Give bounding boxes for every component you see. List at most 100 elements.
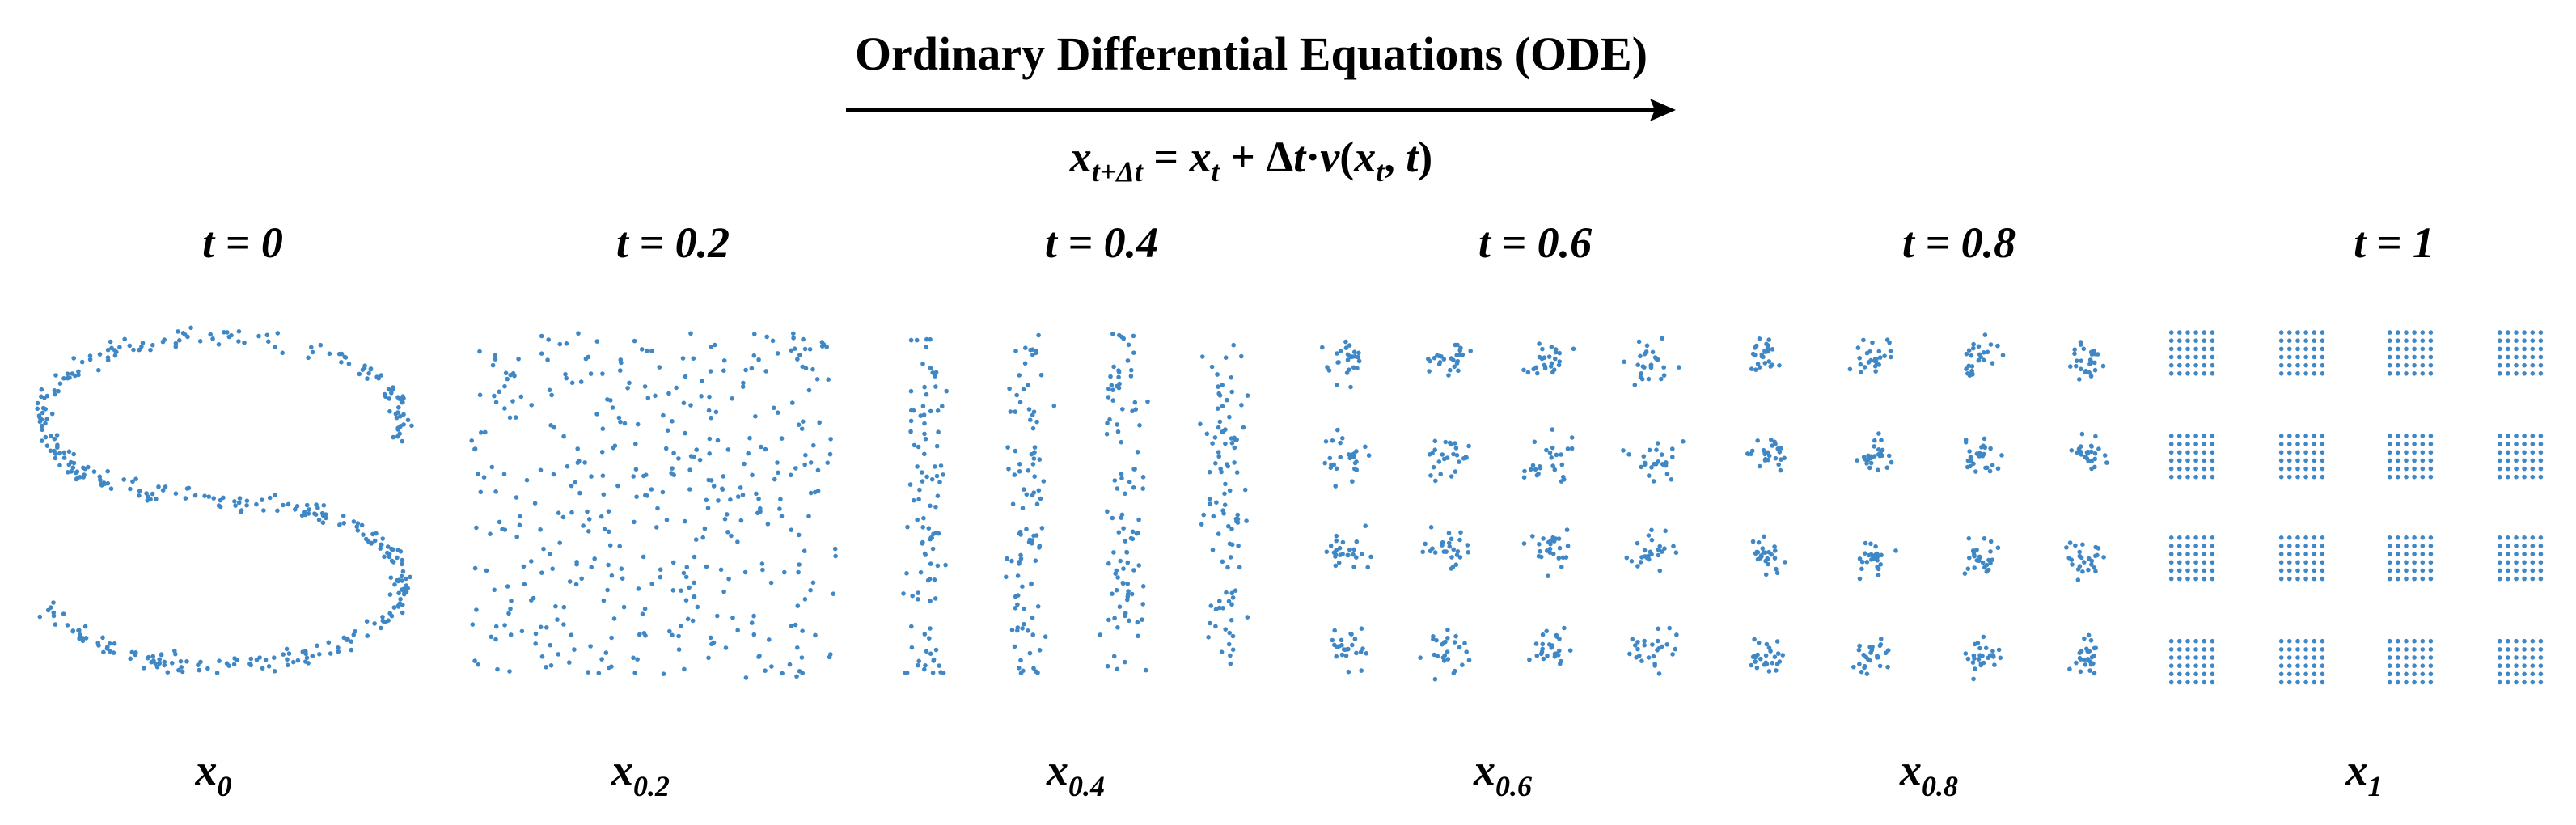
point bbox=[281, 652, 286, 657]
point bbox=[2193, 638, 2198, 644]
point bbox=[2087, 668, 2092, 673]
point bbox=[146, 654, 151, 660]
point bbox=[1857, 662, 1862, 666]
point bbox=[1106, 561, 1111, 566]
point bbox=[607, 543, 613, 548]
point bbox=[2404, 679, 2409, 685]
point bbox=[61, 455, 67, 460]
point bbox=[2168, 474, 2174, 480]
point bbox=[2387, 434, 2392, 438]
point bbox=[61, 450, 67, 455]
point bbox=[1639, 376, 1645, 382]
point bbox=[281, 502, 286, 508]
point bbox=[513, 415, 518, 420]
point bbox=[1116, 385, 1122, 391]
point bbox=[914, 337, 920, 343]
point bbox=[2497, 442, 2502, 446]
point bbox=[2404, 560, 2409, 565]
point bbox=[2514, 560, 2519, 565]
point bbox=[799, 426, 805, 431]
point bbox=[2202, 346, 2207, 352]
point bbox=[1438, 472, 1443, 476]
point bbox=[1565, 446, 1571, 451]
point bbox=[775, 460, 780, 465]
point bbox=[359, 522, 365, 528]
point bbox=[489, 634, 494, 640]
point bbox=[2303, 568, 2308, 573]
point bbox=[1445, 455, 1450, 460]
point bbox=[396, 578, 402, 582]
point bbox=[1763, 572, 1769, 578]
point bbox=[1867, 465, 1872, 471]
point bbox=[2396, 655, 2400, 660]
point bbox=[1876, 447, 1881, 452]
point bbox=[2420, 647, 2426, 652]
point bbox=[1232, 460, 1237, 465]
point bbox=[932, 578, 937, 582]
point bbox=[1223, 355, 1229, 361]
point bbox=[2428, 354, 2434, 360]
point bbox=[538, 527, 543, 532]
point bbox=[2089, 558, 2095, 564]
point bbox=[56, 388, 61, 394]
point bbox=[216, 342, 222, 347]
point bbox=[2193, 330, 2198, 335]
point bbox=[1765, 556, 1770, 562]
point bbox=[937, 663, 941, 668]
point bbox=[1228, 661, 1233, 666]
point bbox=[1884, 465, 1890, 470]
point bbox=[2193, 679, 2198, 685]
point bbox=[2538, 434, 2544, 438]
point bbox=[2538, 655, 2544, 660]
point bbox=[680, 356, 686, 361]
point bbox=[2396, 560, 2400, 565]
point bbox=[666, 391, 671, 396]
point bbox=[97, 474, 103, 480]
point bbox=[603, 650, 609, 655]
point bbox=[1885, 648, 1891, 653]
point bbox=[1115, 575, 1120, 580]
point bbox=[1976, 358, 1982, 363]
point bbox=[2320, 638, 2325, 644]
point bbox=[1005, 445, 1010, 450]
point bbox=[649, 487, 654, 492]
point bbox=[1971, 341, 1976, 347]
point bbox=[2168, 346, 2174, 352]
point bbox=[2420, 560, 2426, 565]
point bbox=[803, 452, 808, 458]
point bbox=[2522, 647, 2527, 652]
point bbox=[1435, 353, 1440, 358]
point bbox=[1140, 617, 1144, 622]
point bbox=[695, 604, 700, 610]
point bbox=[1769, 552, 1774, 557]
point bbox=[2412, 458, 2417, 463]
point bbox=[91, 469, 97, 474]
point bbox=[2497, 458, 2502, 463]
point bbox=[653, 393, 658, 399]
point bbox=[71, 451, 76, 457]
point bbox=[539, 654, 545, 659]
point bbox=[1121, 526, 1126, 531]
point bbox=[401, 422, 406, 427]
point bbox=[387, 408, 392, 414]
point bbox=[218, 497, 223, 503]
point bbox=[908, 429, 913, 434]
point bbox=[314, 502, 319, 507]
point bbox=[328, 651, 333, 656]
point bbox=[2514, 442, 2519, 446]
point bbox=[104, 646, 110, 651]
point bbox=[560, 514, 566, 520]
point bbox=[391, 560, 396, 565]
point bbox=[2538, 330, 2544, 335]
point bbox=[2506, 466, 2510, 472]
point bbox=[1462, 641, 1467, 645]
point bbox=[2506, 560, 2510, 565]
point bbox=[108, 649, 112, 654]
point bbox=[1965, 458, 1971, 463]
point bbox=[2193, 663, 2198, 668]
point bbox=[2514, 568, 2519, 573]
point bbox=[2278, 354, 2284, 360]
point bbox=[1634, 655, 1639, 660]
point bbox=[2404, 568, 2409, 573]
point bbox=[2506, 671, 2510, 677]
